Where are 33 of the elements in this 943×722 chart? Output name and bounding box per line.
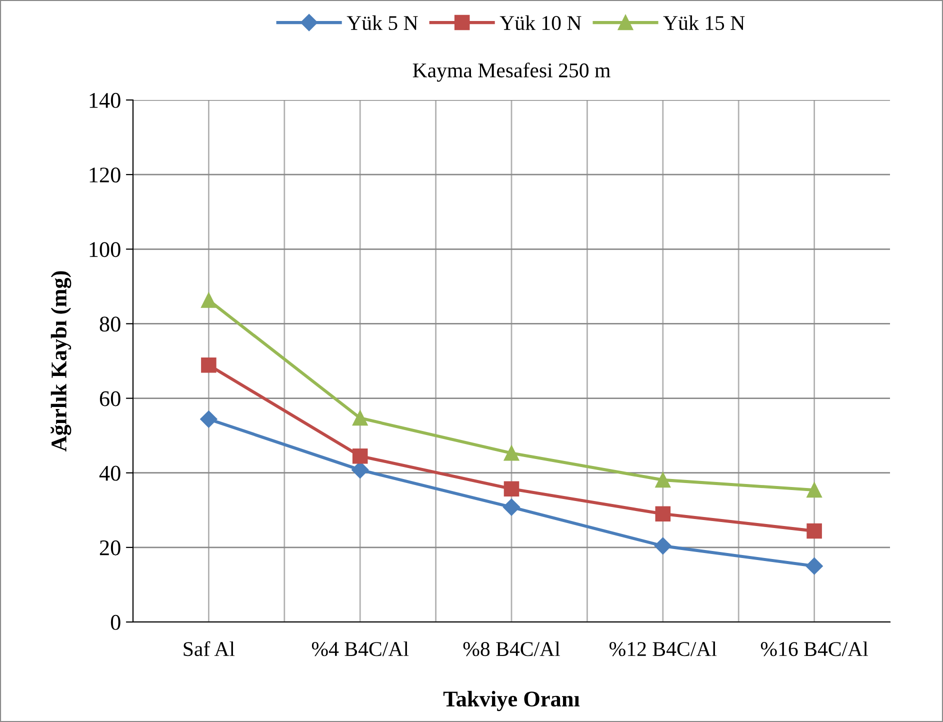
- y-axis-title: Ağırlık Kaybı (mg): [50, 271, 72, 452]
- point: [201, 292, 216, 308]
- point: [352, 448, 368, 464]
- x-tick-label: %16 B4C/Al: [760, 641, 868, 656]
- point: [654, 537, 672, 554]
- x-axis-title: Takviye Oranı: [443, 690, 580, 712]
- legend-label: Yük 5 N: [346, 15, 418, 30]
- point: [502, 498, 520, 516]
- point: [655, 506, 671, 522]
- point: [655, 472, 671, 488]
- legend-label: Yük 10 N: [500, 15, 582, 30]
- y-tick-label: 20: [100, 540, 120, 556]
- y-tick-label: 140: [90, 92, 120, 108]
- y-tick-label: 40: [99, 466, 120, 481]
- y-tick-label: 80: [100, 316, 120, 332]
- x-tick-label: Saf Al: [184, 641, 235, 656]
- y-tick-label: 120: [90, 168, 120, 182]
- x-tick-label: %12 B4C/Al: [610, 641, 717, 656]
- x-tick-label: %4 B4C/Al: [312, 641, 409, 656]
- legend-label: Yük 15 N: [663, 15, 745, 30]
- x-tick-label: %8 B4C/Al: [463, 641, 560, 656]
- point: [806, 523, 822, 539]
- point: [504, 445, 520, 461]
- point: [806, 558, 823, 575]
- point: [201, 357, 216, 373]
- point: [352, 410, 368, 426]
- chart-title: Kayma Mesafesi 250 m: [412, 62, 610, 82]
- point: [504, 481, 520, 497]
- y-tick-label: 60: [100, 391, 120, 406]
- point: [200, 410, 218, 428]
- y-tick-label: 0: [110, 614, 120, 630]
- point: [806, 482, 822, 498]
- y-tick-label: 100: [90, 242, 120, 258]
